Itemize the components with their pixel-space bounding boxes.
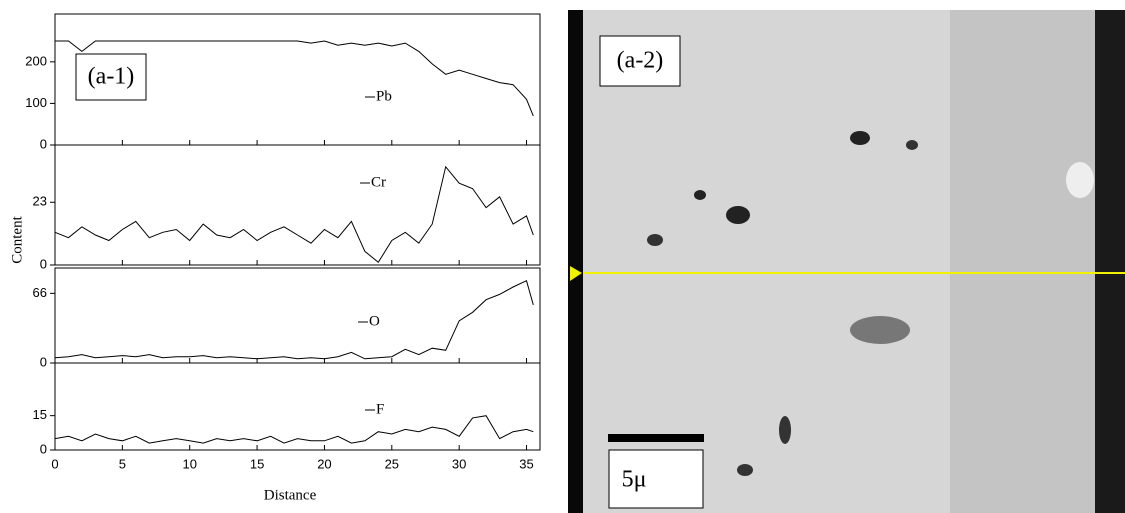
y-tick-label: 200 (25, 53, 47, 68)
y-tick-label: 0 (40, 441, 47, 456)
legend-label: Pb (376, 88, 392, 104)
data-line (55, 40, 534, 117)
pore (779, 416, 791, 444)
pore (850, 316, 910, 344)
scan-marker (570, 266, 582, 281)
y-tick-label: 0 (40, 354, 47, 369)
x-tick-label: 15 (250, 456, 264, 471)
x-tick-label: 0 (51, 456, 58, 471)
y-tick-label: 23 (33, 194, 47, 209)
image-edge (1095, 10, 1125, 513)
x-tick-label: 20 (317, 456, 331, 471)
pore (726, 206, 750, 224)
legend-label: O (369, 313, 380, 329)
y-tick-label: 100 (25, 95, 47, 110)
x-tick-label: 10 (182, 456, 196, 471)
x-tick-label: 25 (385, 456, 399, 471)
pore (1066, 162, 1094, 198)
scale-bar (608, 434, 704, 442)
x-tick-label: 35 (519, 456, 533, 471)
x-tick-label: 30 (452, 456, 466, 471)
data-line (54, 165, 534, 264)
annotation-box (75, 53, 147, 101)
pore (647, 234, 663, 246)
y-tick-label: 15 (33, 407, 47, 422)
x-tick-label: 5 (119, 456, 126, 471)
annotation: (a-1) (88, 64, 135, 90)
pore (737, 464, 753, 476)
sem-image: (a-2) 5μ (568, 10, 1125, 513)
y-tick-label: 66 (33, 285, 47, 300)
legend-label: F (376, 401, 384, 417)
legend-label: Cr (371, 174, 386, 190)
scale-box (608, 449, 704, 509)
data-line (54, 279, 534, 360)
image-region (950, 10, 1095, 513)
x-axis-label: Distance (264, 487, 317, 503)
pore (850, 131, 870, 145)
data-line (54, 415, 534, 444)
panel-frame (54, 144, 541, 266)
label-box (599, 35, 681, 87)
image-label: (a-2) (617, 48, 664, 74)
scale-label: 5μ (622, 467, 647, 493)
panel-frame (54, 362, 541, 451)
y-axis-label: Content (9, 215, 25, 263)
image-edge (568, 10, 583, 513)
y-tick-label: 0 (40, 136, 47, 151)
pore (694, 190, 706, 200)
pore (906, 140, 918, 150)
y-tick-label: 0 (40, 256, 47, 271)
